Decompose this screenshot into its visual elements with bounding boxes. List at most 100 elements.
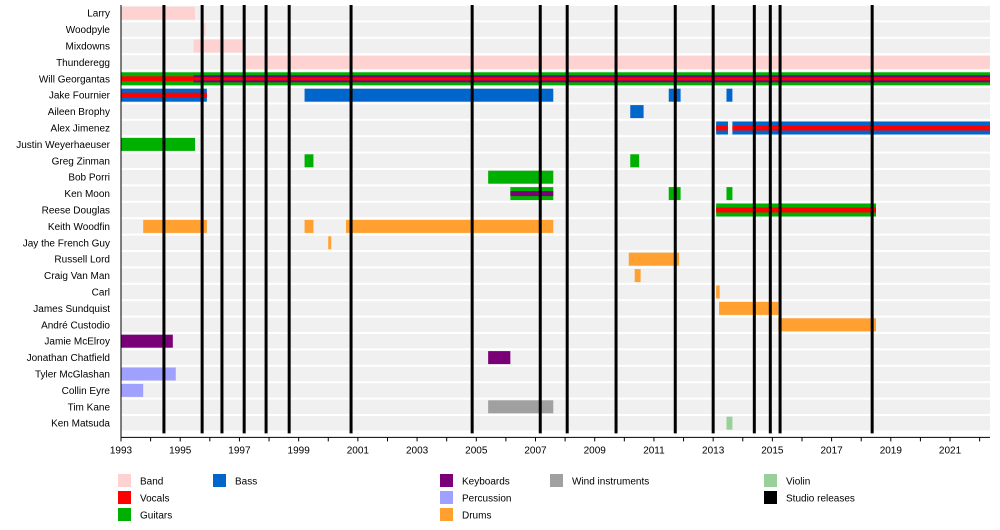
- legend-label-drums: Drums: [462, 511, 491, 522]
- bar-violin: [726, 416, 733, 430]
- bar-drums: [778, 318, 877, 332]
- x-tick-label: 2017: [820, 445, 843, 456]
- row-background: [121, 399, 990, 414]
- member-label: Woodpyle: [66, 25, 111, 36]
- legend-label-band: Band: [140, 477, 163, 488]
- bar-bass: [726, 88, 733, 102]
- x-tick-label: 2011: [643, 445, 665, 456]
- bar-keyboards: [121, 334, 173, 348]
- bar-drums: [304, 219, 314, 233]
- member-bars: [121, 6, 990, 430]
- row-background: [121, 334, 990, 349]
- bar-bass: [630, 105, 644, 119]
- x-tick-label: 1993: [110, 445, 133, 456]
- bar-percussion: [121, 367, 176, 381]
- row-background: [121, 268, 990, 283]
- member-labels: Larry Woodpyle Mixdowns Thunderegg Will Geor…: [16, 9, 110, 430]
- bar-drums: [634, 269, 641, 283]
- bar-vocals-inner: [716, 207, 877, 213]
- bar-drums: [719, 301, 779, 315]
- legend-swatch-bass: [213, 474, 226, 487]
- legend-label-wind: Wind instruments: [572, 477, 649, 488]
- bar-keyboards-stripe: [193, 75, 990, 78]
- bar-drums: [716, 285, 720, 299]
- bar-vocals-inner: [732, 125, 990, 131]
- legend-swatch-band: [118, 474, 131, 487]
- legend-swatch-studio: [764, 491, 777, 504]
- legend-swatch-vocals: [118, 491, 131, 504]
- row-background: [121, 6, 990, 21]
- legend-swatch-violin: [764, 474, 777, 487]
- member-label: Will Georgantas: [39, 74, 110, 85]
- x-tick-label: 2009: [584, 445, 607, 456]
- row-background: [121, 137, 990, 152]
- bar-wind: [488, 400, 554, 414]
- x-tick-label: 2001: [347, 445, 370, 456]
- legend-swatch-wind: [550, 474, 563, 487]
- bar-drums: [328, 236, 332, 250]
- member-label: Larry: [87, 9, 110, 20]
- bar-keyboards: [488, 351, 511, 365]
- row-background: [121, 301, 990, 316]
- bar-drums: [346, 219, 554, 233]
- row-background: [121, 88, 990, 103]
- legend: Band Vocals Guitars Bass Keyboards Percussion…: [118, 474, 855, 522]
- bar-guitars: [121, 137, 196, 151]
- bar-keyboards-inner: [510, 191, 554, 197]
- x-tick-label: 2015: [761, 445, 784, 456]
- member-label: André Custodio: [41, 320, 110, 331]
- x-tick-label: 1999: [288, 445, 311, 456]
- member-label: Greg Zinman: [52, 156, 110, 167]
- legend-swatch-drums: [440, 508, 453, 521]
- legend-label-vocals: Vocals: [140, 494, 169, 505]
- x-tick-label: 1997: [228, 445, 251, 456]
- x-tick-label: 2007: [524, 445, 547, 456]
- row-background: [121, 22, 990, 37]
- member-label: Craig Van Man: [44, 271, 110, 282]
- row-background: [121, 350, 990, 365]
- row-background: [121, 416, 990, 431]
- legend-label-guitars: Guitars: [140, 511, 172, 522]
- member-label: Keith Woodfin: [48, 222, 110, 233]
- member-label: James Sundquist: [33, 304, 110, 315]
- row-background: [121, 252, 990, 267]
- bar-guitars: [726, 187, 733, 201]
- row-background: [121, 383, 990, 398]
- member-label: Reese Douglas: [42, 206, 110, 217]
- bar-percussion: [121, 383, 144, 397]
- member-label: Russell Lord: [54, 255, 110, 266]
- bar-guitars: [488, 170, 554, 184]
- legend-swatch-guitars: [118, 508, 131, 521]
- x-tick-label: 1995: [169, 445, 192, 456]
- bar-band: [202, 23, 206, 37]
- legend-label-bass: Bass: [235, 477, 257, 488]
- bar-guitars: [630, 154, 640, 168]
- member-label: Carl: [92, 288, 110, 299]
- member-label: Jay the French Guy: [23, 238, 110, 249]
- row-background: [121, 153, 990, 168]
- studio-release-lines: [162, 5, 874, 434]
- member-label: Tyler McGlashan: [35, 370, 110, 381]
- bar-band: [245, 55, 990, 69]
- legend-label-keyboards: Keyboards: [462, 477, 510, 488]
- bar-vocals-inner: [121, 76, 990, 82]
- legend-swatch-percussion: [440, 491, 453, 504]
- member-label: Jamie McElroy: [44, 337, 110, 348]
- bar-band: [121, 6, 196, 20]
- member-label: Aileen Brophy: [48, 107, 110, 118]
- legend-label-percussion: Percussion: [462, 494, 511, 505]
- row-background: [121, 284, 990, 300]
- row-background: [121, 235, 990, 250]
- x-axis-ticks: 1993 1995 1997 1999 2001 2003 2005 2007 2009 2011…: [110, 437, 981, 456]
- row-background: [121, 219, 990, 234]
- row-background: [121, 186, 990, 201]
- row-backgrounds: [121, 6, 990, 431]
- member-label: Collin Eyre: [62, 386, 111, 397]
- legend-swatch-keyboards: [440, 474, 453, 487]
- row-background: [121, 170, 990, 185]
- row-background: [121, 104, 990, 119]
- bar-guitars: [304, 154, 314, 168]
- bar-keyboards-stripe: [193, 80, 990, 83]
- member-label: Alex Jimenez: [51, 124, 110, 135]
